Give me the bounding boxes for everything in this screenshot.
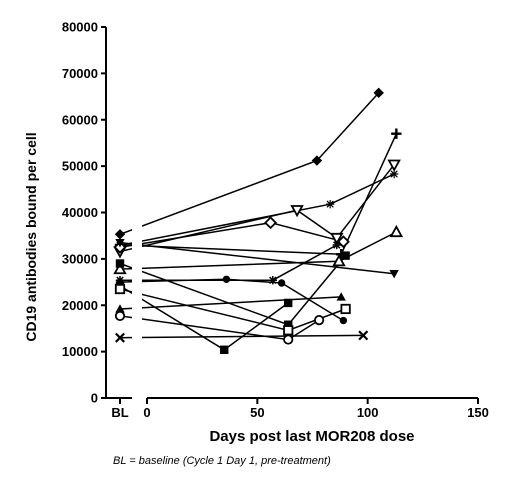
y-tick-label: 60000 [62,112,98,127]
data-point [115,238,125,248]
data-point [114,283,126,295]
data-point [264,216,278,230]
data-point [336,235,350,249]
series-line-12 [119,296,342,310]
y-tick-label: 20000 [62,298,98,313]
data-point [389,224,404,238]
data-point [220,345,229,354]
y-tick-label: 80000 [62,20,98,35]
y-tick-label: 50000 [62,159,98,174]
y-tick-label: 0 [91,391,98,406]
series-line-1 [119,92,380,236]
data-point [222,275,231,283]
data-point [325,199,335,209]
data-point [339,316,348,325]
series-line-15 [119,334,364,339]
series-line-6 [119,241,395,275]
y-tick-label: 10000 [62,344,98,359]
data-point [314,314,325,326]
series-line-8 [119,255,347,326]
data-point [115,304,125,313]
data-point [332,240,341,250]
data-point [290,205,304,218]
series-line-4 [119,173,395,247]
data-point [113,262,127,275]
data-point [387,159,401,172]
data-point [358,330,369,341]
data-point [332,254,346,267]
y-axis-title: CD19 antibodies bound per cell [23,132,39,341]
x-axis-title: Days post last MOR208 dose [209,428,414,445]
series-line-9 [119,278,344,322]
series-markers [113,87,404,354]
data-point [114,310,126,322]
data-point [283,334,294,345]
data-point [268,276,277,285]
x-tick-label: 150 [467,405,489,420]
footnote: BL = baseline (Cycle 1 Day 1, pre-treatm… [113,455,331,467]
data-point [284,320,293,329]
data-point [114,229,126,240]
data-point [389,270,399,279]
series-line-2 [119,133,398,255]
axis-break-gap [132,30,142,396]
data-point [391,128,402,139]
y-tick-label: 30000 [62,251,98,266]
y-tick-label: 40000 [62,205,98,220]
data-point [311,155,323,166]
data-point [341,251,350,260]
baseline-tick-label: BL [111,405,128,420]
series-lines [119,30,398,396]
data-point [330,232,344,246]
data-point [284,298,293,308]
x-tick-label: 100 [357,405,379,420]
data-point [115,332,125,343]
x-tick-label: 50 [250,405,264,420]
y-tick-label: 70000 [62,66,98,81]
data-point [115,259,125,268]
data-point [283,325,294,336]
data-point [389,169,399,179]
data-point [277,279,286,287]
data-point [336,292,346,301]
data-point [373,87,384,99]
x-tick-label: 0 [143,405,150,420]
data-point [115,276,125,285]
axes: 0 10000 20000 30000 40000 50000 60000 70000 8000… [62,20,489,421]
data-point [340,303,351,315]
series-line-3 [119,164,395,253]
